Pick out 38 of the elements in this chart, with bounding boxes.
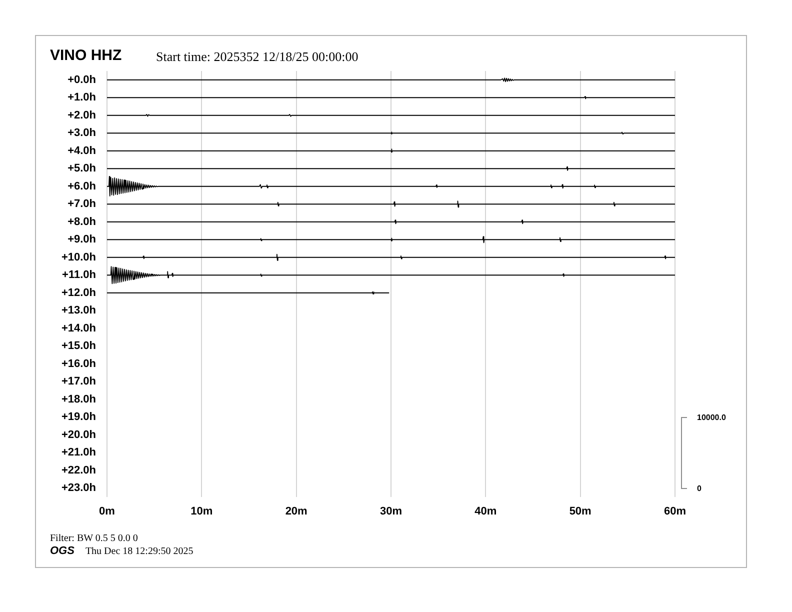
x-tick-label: 40m — [474, 506, 497, 518]
y-tick-label: +22.0h — [61, 464, 96, 476]
y-tick-label: +18.0h — [61, 393, 96, 406]
y-tick-label: +13.0h — [61, 304, 96, 317]
y-tick-label: +7.0h — [68, 198, 96, 210]
y-tick-label: +10.0h — [61, 251, 96, 264]
y-tick-label: +20.0h — [61, 428, 96, 441]
text: Thu Dec 18 12:29:50 2025 — [85, 546, 194, 557]
y-tick-label: +2.0h — [68, 109, 96, 122]
y-tick-label: +14.0h — [61, 322, 96, 334]
chart-subtitle: Start time: 2025352 12/18/25 00:00:00 — [156, 49, 358, 65]
chart-title: VINO HHZ — [50, 47, 122, 64]
y-tick-label: +5.0h — [68, 162, 96, 175]
y-tick-label: +1.0h — [68, 92, 96, 104]
y-tick-label: +3.0h — [68, 127, 96, 140]
x-tick-label: 20m — [285, 506, 308, 518]
y-tick-label: +19.0h — [61, 411, 96, 424]
y-tick-label: +9.0h — [68, 234, 96, 246]
x-tick-label: 50m — [569, 506, 592, 518]
text: 10000.0 — [697, 412, 726, 422]
x-tick-label: 60m — [664, 506, 686, 518]
y-tick-label: +23.0h — [61, 482, 96, 494]
x-tick-label: 0m — [99, 506, 116, 518]
x-tick-label: 30m — [380, 506, 402, 518]
y-tick-label: +8.0h — [68, 216, 96, 228]
y-tick-label: +0.0h — [68, 74, 96, 86]
y-tick-label: +6.0h — [68, 180, 96, 192]
text: 0 — [697, 484, 702, 492]
y-tick-label: +17.0h — [61, 376, 96, 388]
x-tick-label: 10m — [190, 506, 213, 518]
y-tick-label: +16.0h — [61, 358, 96, 370]
y-tick-label: +4.0h — [68, 144, 96, 157]
text: OGS — [50, 545, 74, 557]
y-tick-label: +21.0h — [61, 446, 96, 459]
y-tick-label: +12.0h — [61, 286, 96, 299]
y-tick-label: +11.0h — [62, 269, 96, 282]
text: Filter: BW 0.5 5 0.0 0 — [50, 533, 138, 544]
y-tick-label: +15.0h — [61, 340, 96, 352]
